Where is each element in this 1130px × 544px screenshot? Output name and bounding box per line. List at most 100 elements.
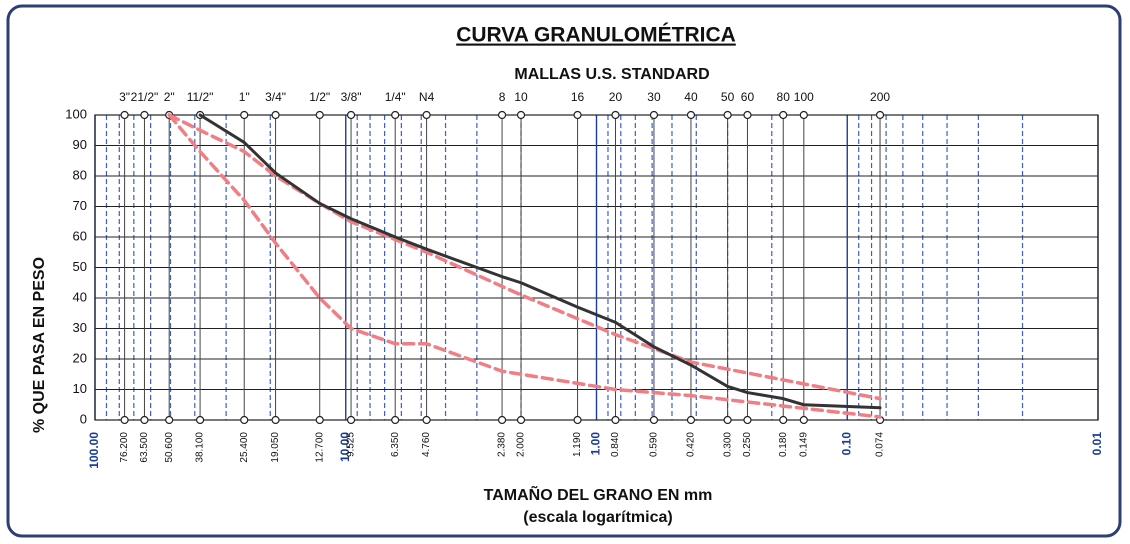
sieve-marker (799, 415, 808, 425)
y-tick-label: 40 (73, 289, 87, 304)
sieve-name: 21/2" (131, 90, 159, 104)
sieve-marker (799, 110, 808, 120)
y-tick-label: 90 (73, 137, 87, 152)
sieve-marker (516, 110, 526, 120)
y-tick-label: 20 (73, 350, 87, 365)
sieve-marker (516, 415, 526, 425)
sieve-marker (573, 415, 582, 425)
sieve-opening: 2.000 (516, 432, 527, 457)
sieve-marker (743, 415, 752, 425)
sieve-name: 20 (609, 90, 623, 104)
sieve-name: 8 (499, 90, 506, 104)
x-tick-label: 100.00 (87, 432, 101, 469)
sieve-marker (120, 415, 129, 425)
frame (6, 4, 1122, 538)
sieve-name: 10 (514, 90, 528, 104)
y-tick-label: 100 (65, 106, 87, 121)
y-tick-label: 60 (73, 228, 87, 243)
sieve-opening: 50.600 (164, 432, 175, 463)
sieve-name: 30 (647, 90, 661, 104)
x-axis-note: (escala logarítmica) (523, 509, 672, 526)
sieve-marker (271, 415, 280, 425)
sieve-name: 1/2" (309, 90, 330, 104)
sieve-name: 3" (119, 90, 130, 104)
sieve-opening: 0.074 (875, 432, 886, 457)
y-tick-label: 10 (73, 381, 87, 396)
sieve-marker (240, 415, 249, 425)
sieve-marker (875, 110, 885, 120)
sieve-marker (573, 110, 582, 120)
x-tick-label: 0.10 (839, 432, 853, 456)
sieve-marker (649, 415, 659, 425)
sieve-name: 1" (239, 90, 250, 104)
y-tick-label: 30 (73, 320, 87, 335)
sieve-opening: 25.400 (239, 432, 250, 463)
sieve-marker (649, 110, 659, 120)
sieve-marker (611, 110, 620, 120)
x-tick-label: 0.01 (1090, 432, 1104, 456)
y-tick-label: 0 (80, 411, 87, 426)
chart-title: CURVA GRANULOMÉTRICA (456, 24, 736, 47)
sieve-marker (120, 110, 129, 120)
gradation-curve (167, 113, 882, 401)
gradation-curve (167, 113, 882, 419)
sieve-opening: 0.590 (649, 432, 660, 457)
sieve-opening: 0.420 (686, 432, 697, 457)
sieve-opening: 38.100 (195, 432, 206, 463)
sieve-name: 3/8" (341, 90, 362, 104)
sieve-marker (779, 415, 788, 425)
sieve-marker (346, 415, 356, 425)
sieve-marker (611, 415, 620, 425)
sieve-opening: 2.380 (497, 432, 508, 457)
subtitle: MALLAS U.S. STANDARD (514, 66, 709, 83)
sieve-marker (723, 110, 732, 120)
sieve-marker (391, 415, 400, 425)
sieve-name: 16 (571, 90, 585, 104)
sieve-name: 100 (794, 90, 814, 104)
sieve-marker (743, 110, 752, 120)
sieve-marker (686, 415, 696, 425)
sieve-opening: 9.525 (346, 432, 357, 457)
sieve-marker (497, 415, 507, 425)
sieve-marker (271, 110, 280, 120)
sieve-opening: 76.200 (119, 432, 130, 463)
sieve-opening: 0.149 (798, 432, 809, 457)
y-tick-label: 70 (73, 198, 87, 213)
sieve-marker (686, 110, 696, 120)
sieve-opening: 4.760 (421, 432, 432, 457)
sieve-marker (165, 415, 174, 425)
sieve-name: 11/2" (187, 90, 214, 104)
x-tick-label: 1.00 (589, 432, 603, 456)
sieve-opening: 1.190 (572, 432, 583, 457)
sieve-opening: 63.500 (139, 432, 150, 463)
sieve-name: 200 (870, 90, 890, 104)
sieve-marker (346, 110, 356, 120)
gradation-curve (198, 113, 882, 410)
x-axis-label: TAMAÑO DEL GRANO EN mm (484, 484, 713, 504)
sieve-name: N4 (419, 90, 435, 104)
plot-border (94, 114, 1099, 421)
sieve-marker (422, 415, 431, 425)
sieve-opening: 0.300 (722, 432, 733, 457)
sieve-marker (140, 110, 149, 120)
sieve-opening: 19.050 (270, 432, 281, 463)
sieve-marker (422, 110, 431, 120)
sieve-name: 50 (721, 90, 735, 104)
sieve-opening: 6.350 (390, 432, 401, 457)
sieve-opening: 0.250 (742, 432, 753, 457)
sieve-opening: 0.840 (610, 432, 621, 457)
sieve-marker (723, 415, 732, 425)
y-axis-label: % QUE PASA EN PESO (31, 257, 48, 433)
sieve-marker (779, 110, 788, 120)
y-tick-label: 50 (73, 259, 87, 274)
sieve-marker (315, 110, 324, 120)
sieve-marker (497, 110, 507, 120)
sieve-marker (195, 415, 205, 425)
y-tick-label: 80 (73, 167, 87, 182)
sieve-marker (391, 110, 400, 120)
sieve-marker (240, 110, 249, 120)
x-tick-label: 10.00 (338, 432, 352, 462)
sieve-name: 1/4" (385, 90, 406, 104)
sieve-marker (315, 415, 324, 425)
